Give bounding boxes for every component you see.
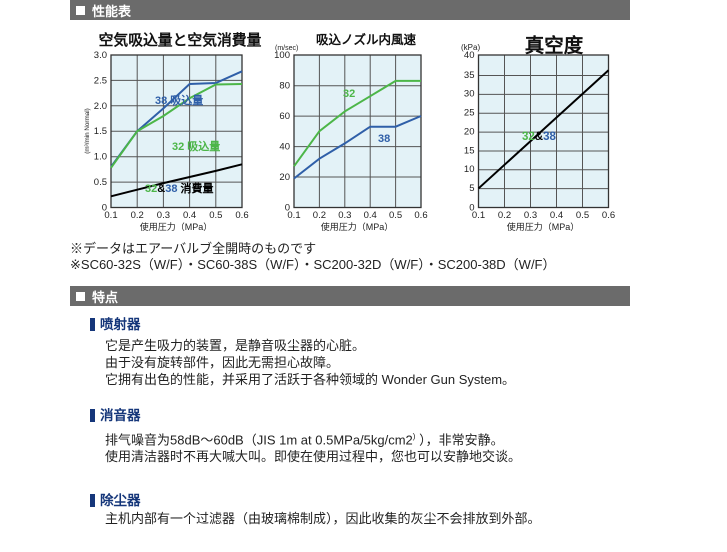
- svg-text:32 吸込量: 32 吸込量: [172, 139, 220, 153]
- svg-text:2.5: 2.5: [94, 75, 107, 86]
- svg-text:0.6: 0.6: [602, 210, 615, 221]
- svg-text:0.3: 0.3: [338, 210, 351, 221]
- svg-text:1.0: 1.0: [94, 152, 107, 163]
- svg-text:0.2: 0.2: [313, 210, 326, 221]
- svg-text:38: 38: [378, 133, 390, 145]
- svg-text:20: 20: [464, 126, 475, 137]
- svg-text:25: 25: [464, 108, 475, 119]
- svg-text:0.6: 0.6: [414, 210, 427, 221]
- svg-text:(m/sec): (m/sec): [275, 45, 298, 52]
- svg-text:0.4: 0.4: [364, 210, 377, 221]
- svg-text:20: 20: [279, 172, 290, 183]
- svg-text:32&38 消費量: 32&38 消費量: [145, 181, 214, 195]
- svg-text:0.4: 0.4: [550, 210, 563, 221]
- svg-text:0.2: 0.2: [131, 210, 144, 221]
- svg-text:5: 5: [469, 183, 474, 194]
- svg-text:40: 40: [279, 142, 290, 153]
- svg-text:0.3: 0.3: [524, 210, 537, 221]
- svg-text:60: 60: [279, 111, 290, 122]
- svg-text:1.5: 1.5: [94, 126, 107, 137]
- svg-text:(m³/min Normal): (m³/min Normal): [84, 108, 91, 153]
- svg-text:80: 80: [279, 81, 290, 92]
- svg-text:0.4: 0.4: [183, 210, 196, 221]
- svg-text:0.5: 0.5: [94, 177, 107, 188]
- svg-text:32: 32: [343, 88, 355, 100]
- svg-text:0.5: 0.5: [389, 210, 402, 221]
- svg-text:0.1: 0.1: [287, 210, 300, 221]
- svg-text:38 吸込量: 38 吸込量: [155, 93, 203, 107]
- svg-text:(kPa): (kPa): [461, 43, 480, 52]
- svg-text:30: 30: [464, 89, 475, 100]
- svg-text:使用圧力（MPa）: 使用圧力（MPa）: [507, 221, 580, 232]
- svg-text:0.1: 0.1: [472, 210, 485, 221]
- svg-text:2.0: 2.0: [94, 101, 107, 112]
- svg-text:32&38: 32&38: [522, 131, 557, 143]
- svg-text:3.0: 3.0: [94, 50, 107, 61]
- svg-text:0.6: 0.6: [235, 210, 248, 221]
- svg-text:0.5: 0.5: [209, 210, 222, 221]
- svg-text:使用圧力（MPa）: 使用圧力（MPa）: [140, 221, 213, 232]
- svg-text:使用圧力（MPa）: 使用圧力（MPa）: [321, 221, 394, 232]
- svg-text:0.5: 0.5: [576, 210, 589, 221]
- svg-text:15: 15: [464, 145, 475, 156]
- svg-text:35: 35: [464, 70, 475, 81]
- svg-text:0.3: 0.3: [157, 210, 170, 221]
- svg-text:0.1: 0.1: [104, 210, 117, 221]
- svg-text:0.2: 0.2: [498, 210, 511, 221]
- svg-text:10: 10: [464, 164, 475, 175]
